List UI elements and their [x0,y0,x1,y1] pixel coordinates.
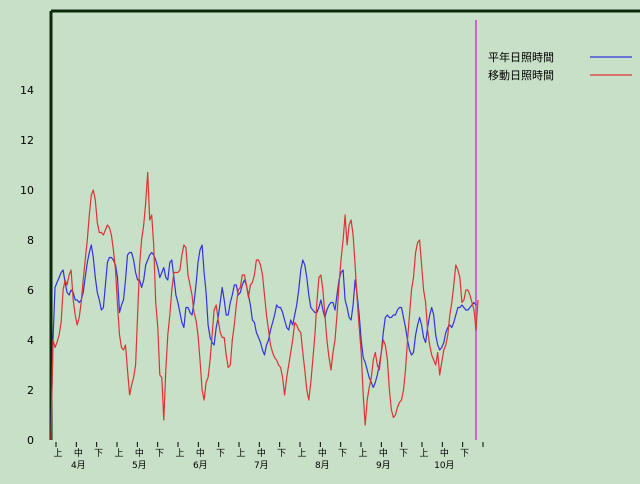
y-tick-label: 10 [20,184,34,197]
month-label: 9月 [376,460,391,471]
x-tick-label: 中 [257,447,266,459]
axes: 0 2 4 6 8 10 12 14 上 中 下 上 中 下 上 中 下 上 中 下 上 中 下 上 中 下 上 中 下 4月 5月 6月 7月… [20,9,640,471]
x-tick-label: 下 [216,449,225,459]
x-tick-label: 下 [338,449,347,459]
x-tick-label: 上 [358,448,367,459]
y-tick-label: 8 [27,234,34,247]
x-tick-label: 上 [297,448,306,459]
x-tick-label: 中 [440,447,449,459]
x-tick-label: 下 [94,449,103,459]
x-tick-label: 上 [175,448,184,459]
series-line-moving [50,171,479,441]
plot-area [50,20,479,441]
month-label: 5月 [132,460,147,471]
y-tick-label: 12 [20,134,34,147]
y-tick-label: 4 [27,334,34,347]
month-label: 10月 [434,460,454,471]
x-tick-label: 上 [236,448,245,459]
y-tick-label: 14 [20,84,34,97]
x-tick-label: 上 [114,448,123,459]
x-tick-label: 下 [155,449,164,459]
month-label: 4月 [71,460,86,471]
month-label: 8月 [315,460,330,471]
x-tick-label: 中 [135,447,144,459]
x-tick-label: 上 [53,448,62,459]
y-tick-label: 6 [27,284,34,297]
x-tick-label: 中 [379,447,388,459]
x-tick-label: 下 [277,449,286,459]
x-tick-label: 中 [196,447,205,459]
x-tick-label: 上 [419,448,428,459]
y-tick-label: 2 [27,384,34,397]
month-label: 7月 [254,460,269,471]
x-tick-label: 中 [318,447,327,459]
legend-label: 平年日照時間 [488,50,554,64]
month-label: 6月 [193,460,208,471]
x-tick-label: 下 [399,449,408,459]
y-tick-label: 0 [27,434,34,447]
legend-label: 移動日照時間 [488,68,554,82]
x-tick-label: 下 [460,449,469,459]
x-tick-label: 中 [74,447,83,459]
series-line-normal [50,244,477,433]
